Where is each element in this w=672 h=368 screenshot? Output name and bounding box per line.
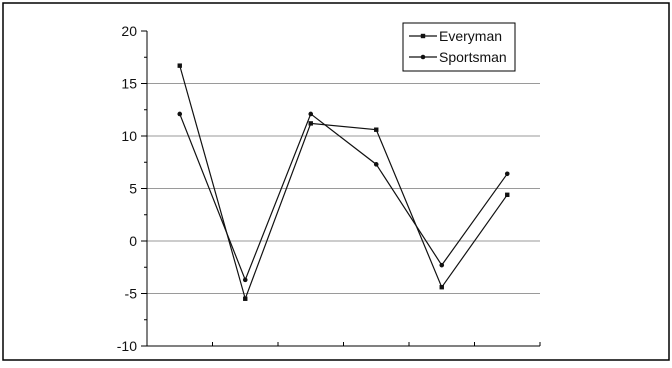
data-point — [243, 296, 248, 301]
data-point — [308, 121, 313, 126]
legend-entry: Everyman — [409, 28, 502, 44]
series-line — [179, 112, 508, 282]
data-point — [373, 162, 379, 167]
legend-marker — [420, 33, 426, 39]
y-tick-label: 0 — [129, 233, 137, 249]
legend-label: Everyman — [439, 28, 502, 44]
legend-entry: Sportsman — [409, 49, 507, 65]
x-axis-ticks — [146, 342, 541, 346]
y-tick-label: -10 — [117, 338, 137, 354]
data-point — [242, 277, 248, 283]
legend-marker — [420, 54, 426, 60]
series-sportsman — [177, 111, 510, 283]
y-tick-label: 20 — [121, 23, 137, 39]
data-point — [504, 171, 510, 177]
data-point — [177, 111, 183, 117]
y-tick-label: -5 — [125, 286, 138, 302]
y-tick-label: 10 — [121, 128, 137, 144]
y-tick-label: 15 — [121, 76, 137, 92]
series-line — [179, 65, 508, 301]
y-axis-ticks: -10 -5 0 5 10 15 20 — [117, 23, 147, 354]
data-point — [374, 127, 379, 132]
y-tick-label: 5 — [129, 181, 137, 197]
legend-box — [402, 22, 516, 72]
data-point — [308, 111, 314, 117]
data-point — [439, 285, 444, 290]
data-point — [177, 63, 182, 68]
legend: Everyman Sportsman — [402, 22, 516, 72]
series-group — [177, 63, 510, 301]
data-point — [505, 192, 510, 197]
data-point — [439, 262, 445, 268]
legend-label: Sportsman — [439, 49, 507, 65]
series-everyman — [177, 63, 510, 301]
outer-border — [2, 2, 670, 361]
